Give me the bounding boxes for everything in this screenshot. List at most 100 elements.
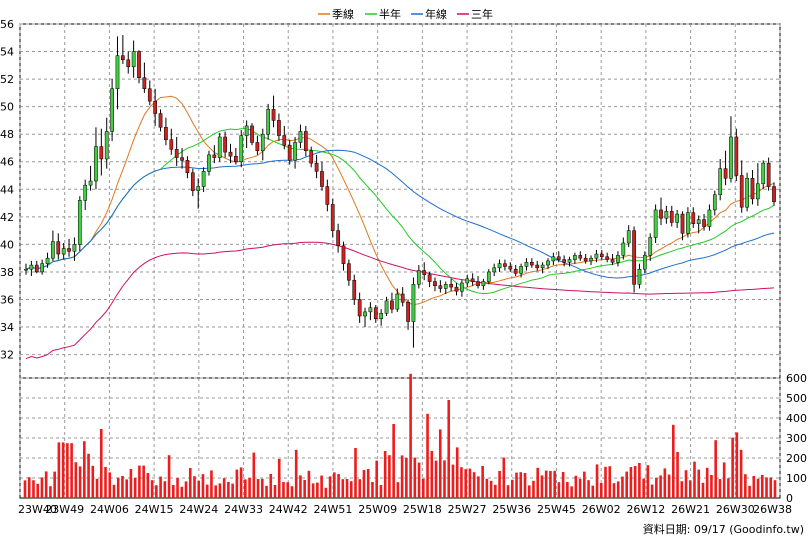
volume-bar <box>159 477 162 498</box>
candle-body <box>191 173 194 191</box>
price-tick-label: 36 <box>0 293 14 306</box>
candle <box>632 226 635 292</box>
candle-body <box>358 299 361 316</box>
volume-bar <box>32 480 35 498</box>
candle-body <box>369 308 372 312</box>
volume-bar <box>507 485 510 498</box>
volume-bar <box>333 472 336 498</box>
volume-bar <box>113 485 116 498</box>
volume-bar <box>312 483 315 498</box>
volume-bar <box>693 462 696 498</box>
volume-bar <box>265 486 268 498</box>
candle-body <box>234 156 237 162</box>
volume-bar <box>354 448 357 498</box>
candle-body <box>649 238 652 256</box>
volume-bar <box>596 464 599 498</box>
candle-body <box>164 127 167 139</box>
candle-body <box>186 160 189 172</box>
x-tick-label: 24W06 <box>90 503 129 516</box>
candle-body <box>272 109 275 120</box>
volume-bar <box>579 479 582 498</box>
candle-body <box>616 255 619 262</box>
volume-bar <box>443 460 446 498</box>
candle-body <box>530 262 533 265</box>
x-tick-label: 24W42 <box>269 503 308 516</box>
volume-bar <box>608 466 611 498</box>
candle-body <box>35 265 38 272</box>
candle-body <box>326 187 329 205</box>
volume-bar <box>130 469 133 498</box>
volume-bar <box>341 479 344 498</box>
candle-body <box>476 282 479 286</box>
volume-tick-label: 200 <box>786 452 807 465</box>
volume-bar <box>668 475 671 498</box>
volume-bar <box>600 483 603 498</box>
volume-bar <box>634 466 637 498</box>
candle-body <box>670 211 673 222</box>
volume-bar <box>490 481 493 498</box>
candle-body <box>579 255 582 258</box>
candle <box>240 130 243 167</box>
candle-body <box>148 89 151 101</box>
candle-body <box>159 114 162 128</box>
volume-bar <box>532 481 535 498</box>
price-tick-label: 32 <box>0 349 14 362</box>
candle-body <box>132 52 135 67</box>
volume-bar <box>452 465 455 498</box>
volume-bar <box>244 479 247 498</box>
volume-bar <box>223 478 226 498</box>
volume-bar <box>464 469 467 498</box>
volume-bar <box>630 467 633 498</box>
candle-body <box>363 312 366 316</box>
price-tick-label: 46 <box>0 156 14 169</box>
price-tick-label: 40 <box>0 238 14 251</box>
candle-body <box>304 131 307 150</box>
price-axis: 56545250484644424038363432 <box>0 18 14 362</box>
volume-axis: 6005004003002001000 <box>786 372 807 505</box>
volume-bar <box>282 482 285 498</box>
candle-body <box>342 246 345 264</box>
candle-body <box>24 269 27 270</box>
candle-body <box>724 169 727 179</box>
candle-body <box>143 78 146 89</box>
price-tick-label: 50 <box>0 101 14 114</box>
x-tick-label: 25W36 <box>492 503 531 516</box>
volume-bar <box>753 476 756 498</box>
volume-bar <box>384 451 387 498</box>
x-tick-label: 24W24 <box>179 503 218 516</box>
volume-bar <box>536 468 539 498</box>
candle-body <box>170 140 173 150</box>
candle-body <box>762 163 765 184</box>
candle-body <box>385 301 388 313</box>
volume-bar <box>214 485 217 498</box>
volume-bar <box>41 477 44 498</box>
volume-bar <box>117 478 120 498</box>
candle-body <box>41 264 44 272</box>
volume-bar <box>587 480 590 498</box>
candle-body <box>460 283 463 291</box>
candle-body <box>396 294 399 309</box>
candle-body <box>89 181 92 185</box>
volume-bar <box>371 482 374 498</box>
candle <box>218 133 221 162</box>
volume-bar <box>435 461 438 498</box>
volume-tick-label: 600 <box>786 372 807 385</box>
candle-body <box>250 126 253 143</box>
volume-bar <box>70 443 73 498</box>
volume-bar <box>100 429 103 498</box>
volume-bar <box>744 474 747 498</box>
candle-body <box>84 185 87 200</box>
volume-bar <box>303 480 306 498</box>
volume-bar <box>320 476 323 498</box>
candle-body <box>665 211 668 218</box>
candle-body <box>62 249 65 255</box>
candle-body <box>337 231 340 246</box>
volume-bar <box>765 477 768 498</box>
candle-body <box>493 268 496 272</box>
volume-bar <box>185 481 188 498</box>
volume-bar <box>659 475 662 498</box>
x-tick-label: 26W30 <box>716 503 755 516</box>
candle <box>250 123 253 145</box>
volume-bar <box>337 474 340 498</box>
candle-body <box>353 280 356 299</box>
